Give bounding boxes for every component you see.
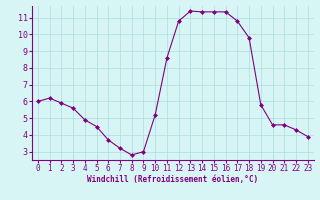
X-axis label: Windchill (Refroidissement éolien,°C): Windchill (Refroidissement éolien,°C) <box>87 175 258 184</box>
